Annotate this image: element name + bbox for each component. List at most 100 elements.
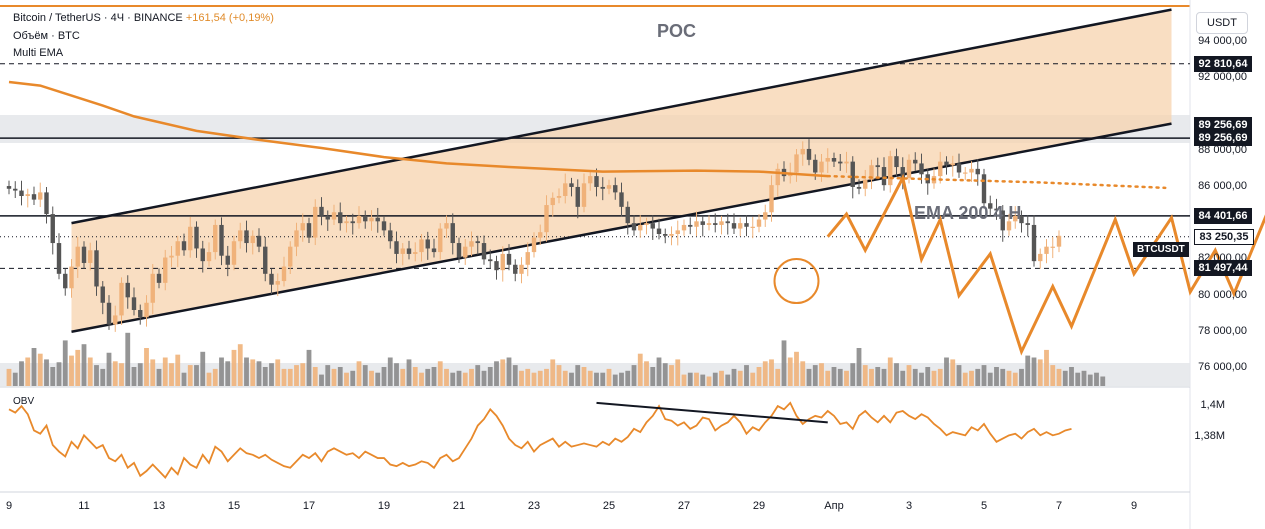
obv-line bbox=[8, 401, 1072, 479]
x-tick-label: 17 bbox=[302, 500, 316, 512]
candle-body bbox=[706, 223, 712, 225]
volume-bar bbox=[825, 370, 831, 386]
volume-bar bbox=[319, 374, 324, 386]
candle-body bbox=[356, 215, 362, 224]
price-badge[interactable]: 89 256,69 bbox=[1194, 116, 1252, 133]
volume-bar bbox=[275, 359, 281, 386]
volume-bar bbox=[662, 363, 668, 386]
volume-bar bbox=[1062, 370, 1068, 386]
candle-body bbox=[694, 221, 699, 227]
volume-bar bbox=[900, 370, 906, 386]
candle-body bbox=[481, 243, 487, 260]
candle-body bbox=[119, 282, 124, 316]
volume-bar bbox=[731, 368, 737, 386]
candle-body bbox=[169, 255, 174, 258]
candle-body bbox=[1006, 221, 1012, 231]
volume-bar bbox=[337, 367, 343, 386]
candle-body bbox=[531, 237, 537, 253]
volume-bar bbox=[156, 368, 162, 386]
symbol-price-tag: BTCUSDT bbox=[1133, 242, 1189, 257]
volume-bar bbox=[350, 370, 356, 386]
volume-bar bbox=[381, 367, 387, 386]
volume-bar bbox=[262, 367, 268, 386]
candle-body bbox=[894, 156, 899, 168]
x-tick-label: 27 bbox=[677, 500, 691, 512]
candle-body bbox=[875, 165, 880, 168]
price-badge[interactable]: 84 401,66 bbox=[1194, 207, 1252, 224]
candle-body bbox=[69, 266, 74, 289]
volume-bar bbox=[69, 355, 74, 386]
volume-bar bbox=[587, 370, 593, 386]
candle-body bbox=[1038, 253, 1043, 262]
candle-body bbox=[406, 248, 412, 254]
volume-bar bbox=[181, 372, 187, 386]
volume-bar bbox=[1087, 374, 1093, 386]
volume-legend[interactable]: Объём · BTC bbox=[13, 30, 80, 42]
x-tick-label: 15 bbox=[227, 500, 241, 512]
volume-bar bbox=[875, 367, 881, 386]
volume-bar bbox=[956, 365, 962, 386]
volume-bar bbox=[469, 368, 474, 386]
candle-body bbox=[31, 194, 37, 200]
volume-bar bbox=[150, 359, 156, 386]
ema-legend[interactable]: Multi EMA bbox=[13, 47, 64, 59]
symbol-legend[interactable]: Bitcoin / TetherUS · 4Ч · BINANCE +161,5… bbox=[13, 12, 274, 24]
volume-bar bbox=[362, 365, 368, 386]
candle-body bbox=[381, 221, 387, 231]
volume-bar bbox=[312, 367, 318, 386]
volume-bar bbox=[931, 370, 937, 386]
candle-body bbox=[963, 172, 968, 174]
volume-bar bbox=[187, 365, 193, 386]
volume-bar bbox=[400, 368, 406, 386]
ema200-projection-line bbox=[826, 174, 1167, 190]
volume-bar bbox=[1050, 365, 1056, 386]
obv-legend[interactable]: OBV bbox=[13, 396, 35, 407]
candle-body bbox=[325, 215, 330, 220]
volume-bar bbox=[512, 365, 518, 386]
volume-bar bbox=[1056, 368, 1062, 386]
x-tick-label: 21 bbox=[452, 500, 466, 512]
volume-bar bbox=[94, 365, 99, 386]
volume-bar bbox=[1025, 355, 1031, 386]
candle-body bbox=[444, 223, 449, 229]
candle-body bbox=[94, 250, 99, 287]
volume-bar bbox=[31, 348, 37, 386]
candle-body bbox=[600, 186, 605, 189]
candle-body bbox=[219, 224, 224, 256]
x-tick-label: 19 bbox=[377, 500, 391, 512]
volume-bar bbox=[944, 357, 949, 386]
volume-bar bbox=[981, 365, 987, 386]
volume-bar bbox=[12, 372, 18, 386]
symbol-title: Bitcoin / TetherUS · 4Ч · BINANCE bbox=[13, 12, 183, 24]
y-tick-label: 92 000,00 bbox=[1198, 71, 1247, 84]
candle-body bbox=[431, 248, 437, 253]
volume-bar bbox=[844, 370, 849, 386]
candle-body bbox=[975, 168, 980, 175]
candle-body bbox=[81, 246, 87, 263]
volume-bar bbox=[600, 372, 606, 386]
candle-body bbox=[100, 286, 105, 303]
candle-body bbox=[806, 148, 812, 160]
price-badge[interactable]: 83 250,35 bbox=[1194, 228, 1254, 245]
y-tick-label: 76 000,00 bbox=[1198, 360, 1247, 373]
volume-bar bbox=[194, 365, 199, 386]
currency-selector[interactable]: USDT bbox=[1196, 12, 1248, 34]
price-badge[interactable]: 89 256,69 bbox=[1194, 130, 1252, 147]
price-badge[interactable]: 92 810,64 bbox=[1194, 55, 1252, 72]
candle-body bbox=[725, 221, 730, 224]
price-badge[interactable]: 81 497,44 bbox=[1194, 260, 1252, 277]
candle-body bbox=[150, 273, 155, 303]
volume-bar bbox=[687, 372, 693, 386]
candle-body bbox=[856, 186, 862, 189]
x-tick-label: 25 bbox=[602, 500, 616, 512]
candle-body bbox=[375, 217, 380, 222]
candle-body bbox=[288, 246, 293, 267]
volume-bar bbox=[550, 359, 556, 386]
candle-body bbox=[756, 219, 762, 227]
candle-body bbox=[969, 168, 974, 173]
volume-bar bbox=[444, 368, 449, 386]
volume-bar bbox=[950, 359, 956, 386]
candle-body bbox=[988, 203, 993, 209]
candle-body bbox=[188, 226, 193, 251]
